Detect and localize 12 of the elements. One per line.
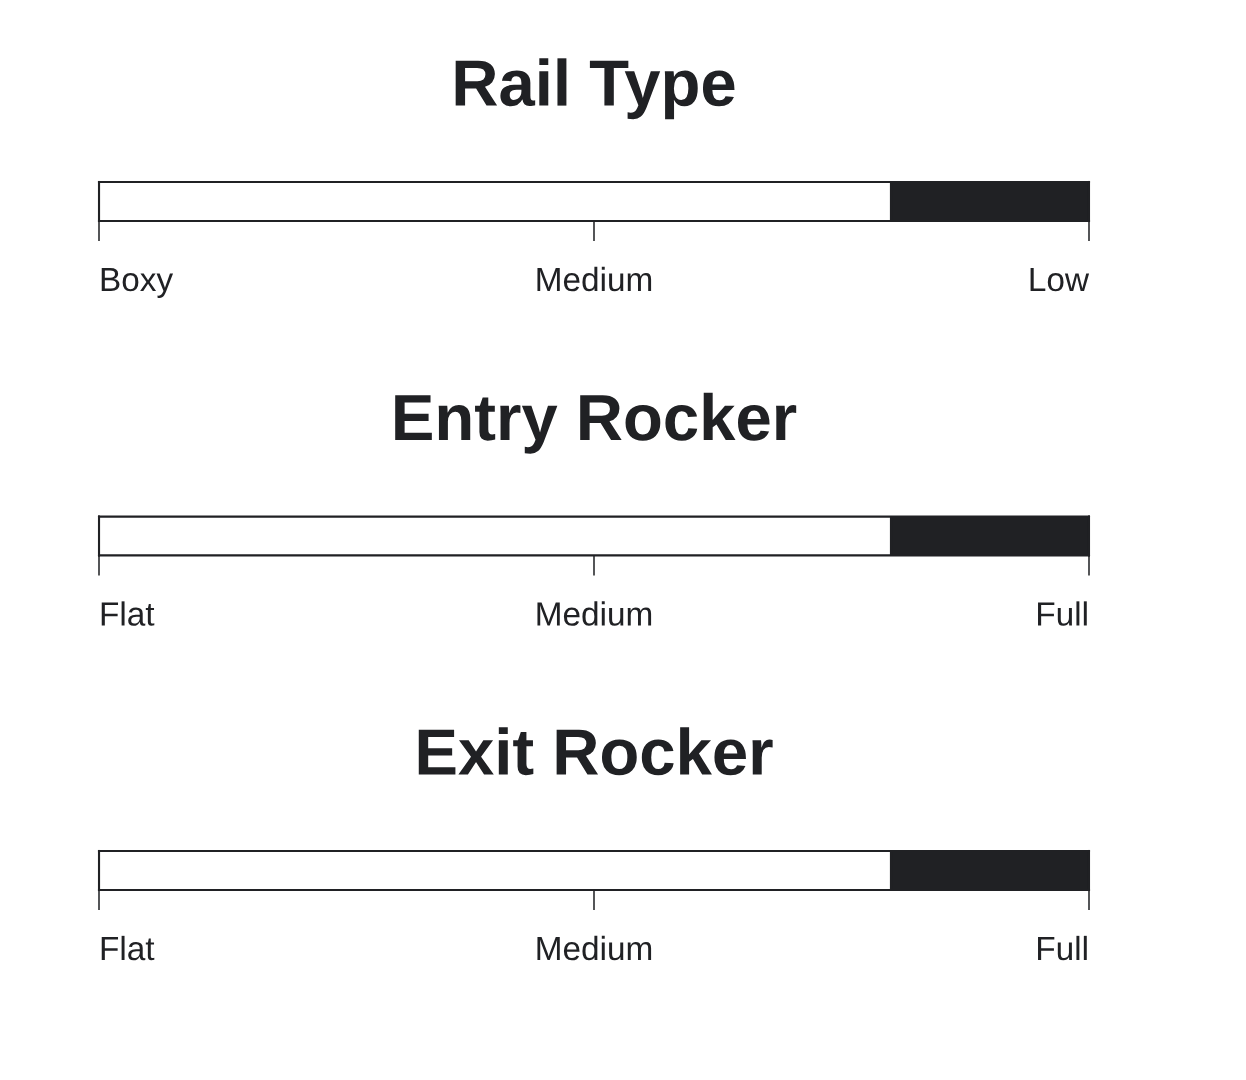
chart-title: Rail Type <box>455 58 735 120</box>
text: Boxy <box>101 268 174 298</box>
text: Medium <box>537 601 652 626</box>
text: Low <box>1030 268 1090 292</box>
text: Medium <box>537 266 652 292</box>
text: Flat <box>101 601 155 626</box>
text: Flat <box>101 935 155 961</box>
text: Full <box>1038 935 1087 961</box>
chart-title: Exit Rocker <box>418 727 773 776</box>
text: Medium <box>537 935 652 961</box>
text: Full <box>1038 601 1087 626</box>
chart-title: Entry Rocker <box>395 392 797 454</box>
